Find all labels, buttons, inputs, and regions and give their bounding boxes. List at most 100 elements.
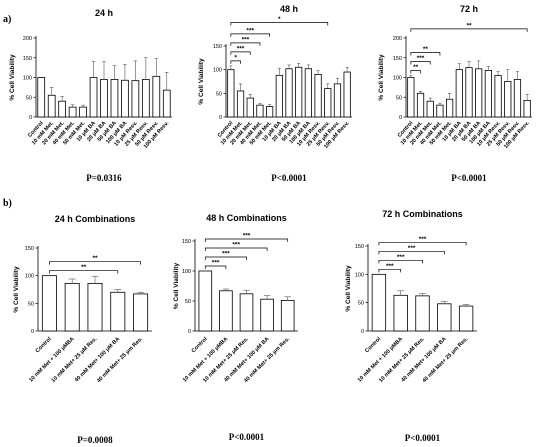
significance-label: *** — [419, 236, 427, 243]
bar — [513, 79, 522, 118]
bar — [475, 68, 483, 118]
chart-title: 24 h — [95, 8, 113, 18]
bar — [121, 79, 129, 118]
y-tick-label: 100 — [25, 274, 34, 280]
significance-bracket — [410, 28, 528, 32]
significance-bracket — [230, 22, 329, 26]
chart-title: 48 h Combinations — [206, 213, 287, 223]
significance-label: ** — [413, 64, 419, 71]
y-tick-label: 50 — [185, 299, 191, 305]
bar — [100, 79, 108, 118]
bar — [407, 77, 415, 118]
bar — [285, 68, 293, 118]
bar — [110, 79, 119, 118]
significance-bracket — [204, 247, 268, 251]
bar — [236, 90, 245, 118]
y-tick-label: 100 — [393, 76, 402, 82]
bar — [141, 79, 150, 118]
significance-bracket — [378, 250, 445, 255]
bar — [110, 291, 126, 332]
significance-label: * — [278, 16, 281, 23]
significance-label: *** — [408, 245, 416, 252]
significance-bracket — [230, 51, 251, 55]
significance-label: *** — [243, 233, 251, 240]
bar — [415, 295, 430, 332]
bar — [87, 283, 103, 332]
y-tick-label: 0 — [361, 329, 364, 335]
bar — [219, 290, 233, 332]
y-tick-label: 150 — [182, 239, 191, 245]
bar — [68, 106, 77, 118]
y-axis-label: % Cell Viability — [9, 54, 16, 101]
bar — [41, 275, 57, 332]
x-tick-label: 10 mM Met + 100 μMBA — [28, 336, 75, 383]
y-tick-label: 150 — [355, 244, 364, 250]
bar — [260, 298, 274, 332]
significance-label: *** — [417, 55, 425, 62]
y-axis-label: % Cell Viability — [378, 54, 385, 101]
panel-label-a: a) — [3, 14, 11, 25]
chart-title: 72 h Combinations — [382, 209, 463, 219]
y-tick-label: 0 — [31, 329, 34, 335]
bar — [256, 104, 264, 118]
y-tick-label: 150 — [23, 56, 32, 62]
significance-label: *** — [212, 260, 220, 267]
bar — [280, 299, 295, 332]
y-tick-label: 50 — [396, 95, 402, 101]
bar — [64, 283, 80, 332]
bar — [133, 293, 149, 332]
bar — [58, 100, 67, 118]
significance-bracket — [204, 238, 289, 242]
significance-bracket — [410, 70, 421, 74]
y-tick-label: 100 — [213, 68, 222, 74]
y-tick-label: 150 — [393, 56, 402, 62]
significance-bracket — [378, 259, 423, 264]
x-tick-label: 10 mM Met+ 25 μM Res. — [51, 336, 99, 384]
bar — [304, 68, 312, 118]
y-axis-label: % Cell Viability — [13, 266, 20, 313]
significance-label: ** — [81, 264, 87, 271]
bar — [79, 106, 87, 118]
p-value: P<0.0001 — [451, 173, 487, 183]
bar — [131, 80, 140, 118]
bar — [458, 305, 474, 332]
bar — [246, 97, 254, 118]
chart-title: 24 h Combinations — [55, 214, 136, 224]
bar — [89, 77, 98, 118]
y-tick-label: 150 — [213, 44, 222, 50]
chart-title: 72 h — [460, 4, 478, 14]
y-tick-label: 200 — [23, 36, 32, 42]
bar — [416, 92, 425, 118]
y-axis-label: % Cell Viability — [345, 265, 352, 312]
bar — [295, 66, 303, 118]
bar — [152, 75, 161, 118]
significance-bracket — [49, 270, 119, 274]
bar — [437, 303, 452, 332]
significance-label: *** — [397, 254, 405, 261]
significance-bracket — [230, 60, 241, 64]
bar — [465, 67, 473, 118]
bar — [484, 69, 492, 118]
significance-label: *** — [232, 242, 240, 249]
p-value: P=0.0008 — [77, 435, 113, 445]
panel-label-b: b) — [3, 198, 12, 209]
p-value: P<0.0001 — [405, 433, 441, 443]
y-tick-label: 50 — [216, 91, 222, 97]
p-value: P<0.0001 — [229, 432, 265, 442]
x-tick-label: Control — [35, 336, 53, 354]
significance-bracket — [49, 261, 141, 265]
y-axis-label: % Cell Viability — [173, 263, 180, 310]
x-tick-label: 40 mM Met+ 25 μm Res. — [96, 336, 144, 384]
chart-title: 48 h — [280, 4, 298, 14]
bar — [314, 74, 322, 118]
y-tick-label: 100 — [355, 272, 364, 278]
significance-label: *** — [237, 45, 245, 52]
bar — [275, 74, 283, 118]
bar — [446, 98, 454, 118]
significance-bracket — [410, 61, 431, 65]
y-tick-label: 100 — [23, 76, 32, 82]
y-tick-label: 0 — [29, 115, 32, 121]
significance-bracket — [230, 33, 270, 37]
bar — [266, 106, 274, 118]
